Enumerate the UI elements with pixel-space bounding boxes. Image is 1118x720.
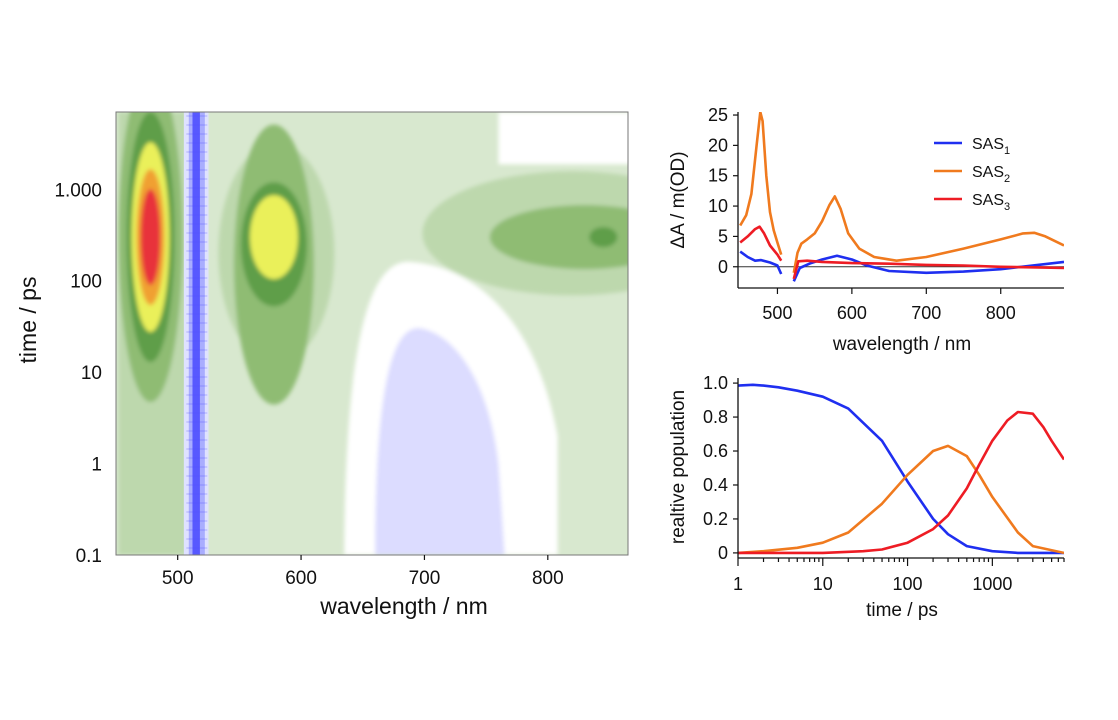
heatmap-y-tick-label: 100 [70,272,102,293]
sas-legend-label-3: SAS3 [972,192,1010,213]
heatmap-frame [115,111,629,556]
heatmap-y-tick-label: 1.000 [54,180,102,201]
heatmap-x-tick-label: 800 [532,568,564,589]
sas-y-tick-label: 10 [708,196,728,216]
band-480-red [140,189,161,286]
sas-panel: 500 600 700 800 0 5 10 15 20 25 SAS1 SAS2 SAS3 wav… [668,105,1064,355]
top-right-white-region [498,112,628,165]
population-x-tick-label: 1 [733,574,743,594]
population-x-ticks: 1 10 100 1000 [733,558,1065,594]
population-series-line-1 [738,383,1064,555]
heatmap-x-axis-label: wavelength / nm [319,593,487,619]
population-x-axis-label: time / ps [866,600,938,621]
population-y-tick-label: 0.4 [703,475,728,495]
sas-x-tick-label: 700 [911,303,941,323]
population-y-tick-label: 1.0 [703,373,728,393]
heatmap-x-tick-label: 500 [162,568,194,589]
sas-series-line-3 [739,225,783,262]
sas-y-tick-label: 20 [708,135,728,155]
sas-legend-subscript: 3 [1004,201,1010,213]
heatmap-panel: 500 600 700 800 0.1 1 10 100 1.000 wavelength /… [15,111,629,619]
sas-y-tick-label: 25 [708,105,728,125]
sas-x-axis-label: wavelength / nm [832,334,971,355]
sas-series-line-2 [739,112,783,255]
sas-y-tick-label: 5 [718,226,728,246]
sas-x-tick-label: 500 [762,303,792,323]
sas-series-line-1 [739,250,783,275]
band-840-dark [589,227,618,248]
scatter-band-core [192,112,200,555]
sas-y-tick-label: 0 [718,257,728,277]
sas-series-line-2 [792,195,1064,274]
heatmap-y-axis-label: time / ps [15,277,41,364]
sas-x-tick-label: 600 [837,303,867,323]
sas-series-line-1 [792,254,1064,282]
heatmap-y-ticks: 0.1 1 10 100 1.000 [54,180,102,567]
sas-y-axis-label: ΔA / m(OD) [668,151,689,248]
sas-y-ticks: 0 5 10 15 20 25 [708,105,738,277]
population-x-tick-label: 10 [813,574,833,594]
band-580-yellow [249,195,298,280]
population-series-line-3 [738,410,1064,555]
heatmap-y-tick-label: 1 [91,455,102,476]
sas-legend: SAS1 SAS2 SAS3 [934,136,1010,213]
heatmap-y-tick-label: 10 [81,363,102,384]
band-840-mid [489,205,628,270]
sas-x-tick-label: 800 [986,303,1016,323]
heatmap-contour-group [118,112,628,555]
heatmap-x-ticks: 500 600 700 800 [162,555,564,589]
population-y-ticks: 0 0.2 0.4 0.6 0.8 1.0 [703,373,738,563]
population-y-tick-label: 0.8 [703,407,728,427]
population-panel: 1 10 100 1000 0 0.2 0.4 0.6 0.8 1.0 time / ps re… [668,373,1065,621]
population-x-tick-label: 1000 [972,574,1012,594]
sas-legend-subscript: 2 [1004,173,1010,185]
sas-x-ticks: 500 600 700 800 [762,288,1016,323]
sas-y-tick-label: 15 [708,166,728,186]
population-y-tick-label: 0.6 [703,441,728,461]
heatmap-contours [116,112,628,555]
population-y-tick-label: 0 [718,543,728,563]
sas-series [739,112,1064,282]
negative-region-core [375,328,505,555]
sas-legend-label-1: SAS1 [972,136,1010,157]
population-series-line-2 [738,444,1064,555]
population-series [738,383,1064,555]
population-y-tick-label: 0.2 [703,509,728,529]
population-x-tick-label: 100 [893,574,923,594]
sas-series-line-3 [792,259,1064,280]
sas-legend-label-2: SAS2 [972,164,1010,185]
population-y-axis-label: realtive population [668,390,689,544]
heatmap-x-tick-label: 700 [409,568,441,589]
heatmap-y-tick-label: 0.1 [76,546,102,567]
heatmap-x-tick-label: 600 [285,568,317,589]
sas-legend-subscript: 1 [1004,145,1010,157]
